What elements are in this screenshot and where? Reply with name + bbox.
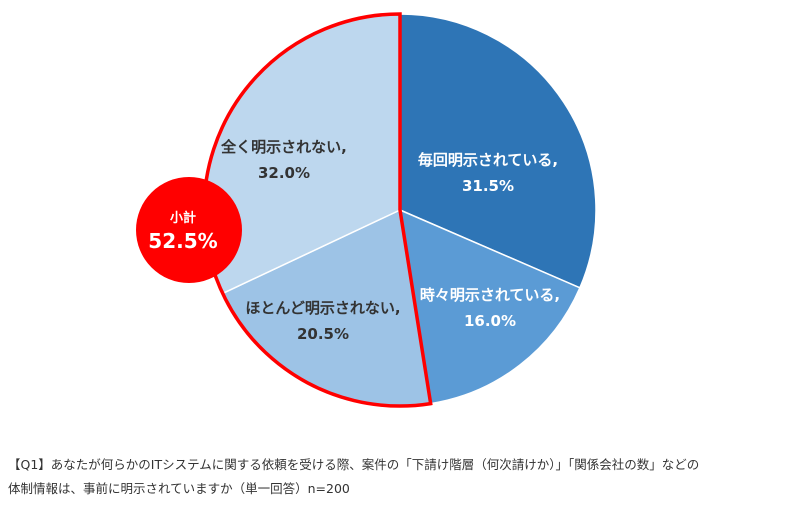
subtotal-badge: 小計 52.5% bbox=[136, 177, 242, 283]
slice-value-rarely: 20.5% bbox=[297, 325, 349, 343]
pie-slices bbox=[203, 13, 597, 407]
caption-line-1: 【Q1】あなたが何らかのITシステムに関する依頼を受ける際、案件の「下請け階層（… bbox=[8, 457, 700, 472]
pie-slice-sometimes bbox=[399, 208, 581, 405]
slice-label-never: 全く明示されない, bbox=[220, 138, 347, 156]
slice-label-every-time: 毎回明示されている, bbox=[418, 151, 558, 169]
slice-value-never: 32.0% bbox=[258, 164, 310, 182]
subtotal-badge-title: 小計 bbox=[170, 210, 196, 226]
slice-label-rarely: ほとんど明示されない, bbox=[245, 299, 400, 317]
caption-line-2: 体制情報は、事前に明示されていますか（単一回答）n=200 bbox=[8, 481, 350, 496]
chart-caption: 【Q1】あなたが何らかのITシステムに関する依頼を受ける際、案件の「下請け階層（… bbox=[8, 453, 788, 501]
pie-chart: 毎回明示されている, 31.5% 時々明示されている, 16.0% ほとんど明示されない… bbox=[136, 12, 597, 408]
slice-value-every-time: 31.5% bbox=[462, 177, 514, 195]
subtotal-badge-value: 52.5% bbox=[148, 229, 217, 253]
slice-value-sometimes: 16.0% bbox=[464, 312, 516, 330]
subtotal-badge-circle bbox=[136, 177, 242, 283]
slice-label-sometimes: 時々明示されている, bbox=[420, 286, 560, 304]
slice-labels: 毎回明示されている, 31.5% 時々明示されている, 16.0% ほとんど明示されない… bbox=[220, 138, 560, 343]
pie-slice-every-time bbox=[399, 13, 597, 289]
